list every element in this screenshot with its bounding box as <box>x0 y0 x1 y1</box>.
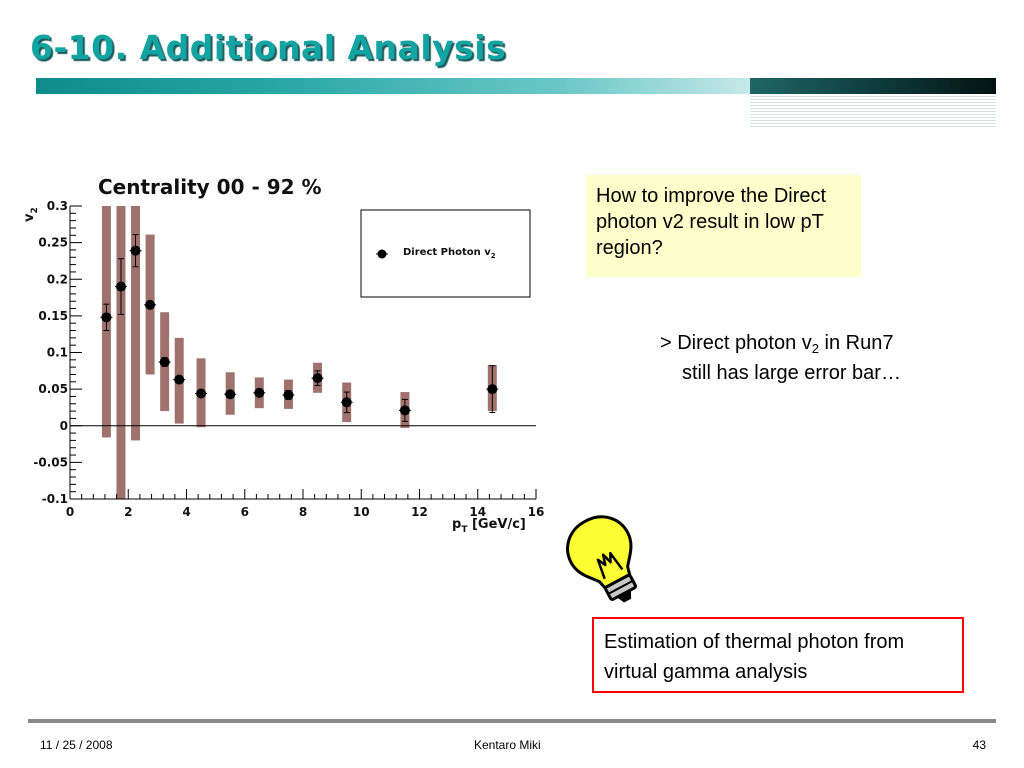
y-tick-label: -0.1 <box>42 492 68 506</box>
y-axis-label-main: v <box>22 213 37 222</box>
lightbulb-icon <box>566 515 637 603</box>
data-points <box>100 234 499 422</box>
svg-text:Direct Photon v2: Direct Photon v2 <box>403 247 496 260</box>
data-point <box>174 374 185 385</box>
x-axis-label-sub: T <box>461 525 468 535</box>
y-tick-label: -0.05 <box>33 455 68 469</box>
footer-divider <box>28 719 996 723</box>
legend-label-main: Direct Photon v <box>403 247 491 258</box>
title-accent-bar <box>36 78 996 94</box>
x-tick-label: 8 <box>299 505 307 519</box>
x-axis-label-main: p <box>452 517 461 532</box>
y-tick-label: 0.3 <box>47 199 68 213</box>
comment-line1-prefix: > Direct photon v <box>660 332 812 354</box>
data-point <box>341 397 352 408</box>
y-tick-label: 0.25 <box>38 236 68 250</box>
data-point <box>130 245 141 256</box>
x-tick-label: 2 <box>124 505 132 519</box>
y-tick-label: 0.2 <box>47 272 68 286</box>
x-tick-label: 0 <box>66 505 74 519</box>
legend-label-sub: 2 <box>491 252 496 260</box>
footer-author: Kentaro Miki <box>474 738 541 752</box>
y-axis-label-sub: 2 <box>30 207 40 213</box>
x-tick-label: 16 <box>528 505 545 519</box>
footer-date: 11 / 25 / 2008 <box>40 738 113 752</box>
legend-box <box>360 209 531 298</box>
slide-title: 6-10. Additional Analysis <box>30 28 507 67</box>
y-axis-label: v2 <box>22 207 40 222</box>
data-point <box>101 312 112 323</box>
footer-page-number: 43 <box>972 738 986 752</box>
y-tick-label: 0 <box>60 419 68 433</box>
question-callout: How to improve the Direct photon v2 resu… <box>586 175 861 277</box>
y-tick-label: 0.05 <box>38 382 68 396</box>
data-point <box>254 387 265 398</box>
run7-comment: > Direct photon v2 in Run7 still has lar… <box>660 328 1000 388</box>
x-tick-label: 4 <box>182 505 190 519</box>
data-point <box>225 389 236 400</box>
comment-line1-suffix: in Run7 <box>818 332 894 354</box>
answer-callout: Estimation of thermal photon from virtua… <box>592 617 964 693</box>
sys-band <box>116 206 126 499</box>
data-point <box>196 388 207 399</box>
data-point <box>145 299 156 310</box>
plot-axes: 0 2 4 6 8 10 12 14 16 -0.1 -0.05 0 0.05 0.1 0.15 0.2 0.2… <box>33 199 544 519</box>
title-accent-bar-dark-segment <box>750 78 996 94</box>
chart-title: Centrality 00 - 92 % <box>98 175 322 199</box>
data-point <box>159 357 170 368</box>
sys-band <box>131 206 141 441</box>
y-tick-label: 0.1 <box>47 346 68 360</box>
chart-legend: Direct Photon v2 <box>360 209 531 298</box>
svg-text:v2: v2 <box>22 207 40 222</box>
decorative-stripes <box>750 96 996 128</box>
x-axis-label: pT [GeV/c] <box>452 517 526 535</box>
comment-line1-sub: 2 <box>811 341 819 356</box>
data-point <box>283 389 294 400</box>
data-point <box>487 384 498 395</box>
comment-line2: still has large error bar… <box>682 362 901 384</box>
data-point <box>312 373 323 384</box>
x-tick-label: 12 <box>411 505 428 519</box>
data-point <box>399 405 410 416</box>
y-tick-label: 0.15 <box>38 309 68 323</box>
x-tick-label: 10 <box>353 505 370 519</box>
x-tick-label: 6 <box>241 505 249 519</box>
svg-text:pT [GeV/c]: pT [GeV/c] <box>452 517 526 535</box>
data-point <box>115 281 126 292</box>
x-tick-label: 14 <box>469 505 486 519</box>
x-axis-label-unit: [GeV/c] <box>467 517 525 532</box>
